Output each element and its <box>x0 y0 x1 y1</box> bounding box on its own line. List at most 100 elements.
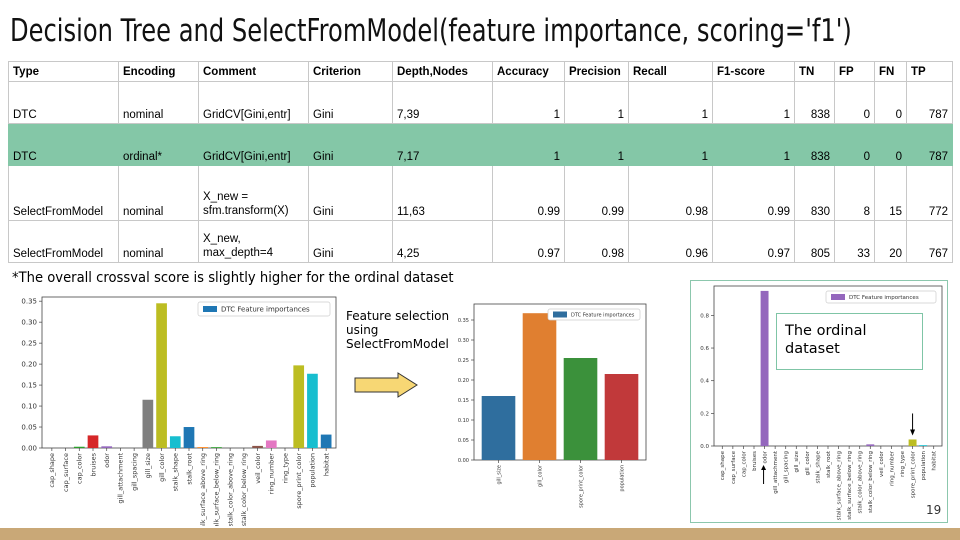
y-tick-label: 0.0 <box>700 444 709 450</box>
bar <box>307 373 318 448</box>
header-comment: Comment <box>198 61 309 82</box>
bar <box>169 436 181 448</box>
y-tick-label: 0.10 <box>458 418 469 424</box>
x-tick-label: gill_spacing <box>784 451 790 483</box>
x-tick-label: gill_attachment <box>773 450 779 494</box>
header-recall: Recall <box>628 61 713 82</box>
x-tick-label: bruises <box>89 452 97 476</box>
x-tick-label: bruises <box>752 451 758 471</box>
cell-encoding: nominal <box>118 165 199 221</box>
cell-accuracy: 0.99 <box>492 165 565 221</box>
x-tick-label: stalk_surface_below_ring <box>213 453 221 526</box>
footnote: *The overall crossval score is slightly … <box>12 270 454 286</box>
legend-swatch <box>831 294 845 300</box>
feature-importance-chart-selected: 0.00 0.05 0.10 0.15 0.20 0.25 0.30 0.35 gill_siz… <box>450 300 650 518</box>
cell-comment: GridCV[Gini,entr] <box>198 123 309 166</box>
table-row: SelectFromModel nominal X_new = sfm.tran… <box>8 165 953 221</box>
bar <box>252 445 263 448</box>
y-tick-label: 0.20 <box>21 361 37 369</box>
cell-criterion: Gini <box>308 123 393 166</box>
bar <box>293 365 305 448</box>
legend-swatch <box>203 306 217 312</box>
cell-comment: X_new, max_depth=4 <box>198 220 309 263</box>
table-row: DTC nominal GridCV[Gini,entr] Gini 7,39 … <box>8 81 953 124</box>
x-tick-label: population <box>619 465 625 492</box>
y-tick-label: 0.8 <box>700 313 709 319</box>
x-tick-label: ring_number <box>268 453 276 495</box>
x-tick-label: veil_color <box>879 450 885 477</box>
bar <box>183 427 195 448</box>
cell-type: DTC <box>8 123 119 166</box>
cell-type: DTC <box>8 81 119 124</box>
x-tick-label: odor <box>103 453 111 468</box>
y-tick-label: 0.25 <box>21 340 37 348</box>
x-tick-label: habitat <box>322 453 330 477</box>
bar <box>866 444 875 446</box>
x-tick-label: stalk_root <box>826 450 832 478</box>
cell-type: SelectFromModel <box>8 165 119 221</box>
x-tick-label: gill_color <box>158 453 166 482</box>
cell-accuracy: 1 <box>492 81 565 124</box>
header-fn: FN <box>874 61 907 82</box>
y-tick-label: 0.4 <box>700 379 709 385</box>
x-tick-label: cap_shape <box>48 453 56 488</box>
header-fp: FP <box>834 61 875 82</box>
cell-recall: 1 <box>628 81 713 124</box>
cell-f1: 1 <box>712 123 795 166</box>
cell-depth-nodes: 7,39 <box>392 81 493 124</box>
cell-encoding: nominal <box>118 220 199 263</box>
cell-recall: 0.98 <box>628 165 713 221</box>
x-tick-label: stalk_surface_above_ring <box>199 453 207 526</box>
x-tick-label: habitat <box>932 450 938 470</box>
cell-comment: X_new = sfm.transform(X) <box>198 165 309 221</box>
y-tick-label: 0.30 <box>458 338 469 344</box>
cell-recall: 0.96 <box>628 220 713 263</box>
cell-fn: 20 <box>874 220 907 263</box>
cell-tn: 838 <box>794 81 835 124</box>
bar <box>604 374 639 460</box>
x-tick-label: spore_print_color <box>910 450 916 498</box>
feature-selection-line: Feature selection <box>346 309 450 323</box>
x-tick-label: stalk_shape <box>172 453 180 491</box>
bar <box>142 399 154 448</box>
x-tick-label: stalk_shape <box>815 450 821 483</box>
x-tick-label: stalk_root <box>185 453 193 485</box>
cell-criterion: Gini <box>308 81 393 124</box>
cell-f1: 0.99 <box>712 165 795 221</box>
bar <box>265 440 277 448</box>
slide-title: Decision Tree and SelectFromModel(featur… <box>10 13 852 49</box>
bar <box>563 358 598 460</box>
cell-criterion: Gini <box>308 165 393 221</box>
annotation-arrowhead <box>761 465 767 470</box>
cell-tp: 787 <box>906 123 953 166</box>
cell-accuracy: 1 <box>492 123 565 166</box>
cell-f1: 0.97 <box>712 220 795 263</box>
legend-box <box>825 290 937 304</box>
x-tick-label: gill_color <box>537 464 543 487</box>
cell-tp: 772 <box>906 165 953 221</box>
y-tick-label: 0.2 <box>700 411 709 417</box>
cell-accuracy: 0.97 <box>492 220 565 263</box>
cell-depth-nodes: 4,25 <box>392 220 493 263</box>
results-table: Type Encoding Comment Criterion Depth,No… <box>8 61 953 263</box>
bar <box>73 446 85 448</box>
cell-fp: 0 <box>834 81 875 124</box>
legend-label: DTC Feature importances <box>849 295 919 301</box>
x-tick-label: veil_color <box>254 453 262 484</box>
x-tick-label: gill_size <box>144 453 152 478</box>
feature-selection-line: SelectFromModel <box>346 337 449 351</box>
y-tick-label: 0.35 <box>458 318 469 324</box>
right-arrow-icon <box>354 372 418 403</box>
plot-area <box>41 296 337 449</box>
y-tick-label: 0.25 <box>458 358 469 364</box>
cell-type: SelectFromModel <box>8 220 119 263</box>
bar <box>481 396 516 460</box>
cell-f1: 1 <box>712 81 795 124</box>
cell-encoding: nominal <box>118 81 199 124</box>
x-tick-label: ring_type <box>900 450 906 476</box>
y-tick-label: 0.00 <box>458 458 469 464</box>
y-tick-label: 0.15 <box>21 382 37 390</box>
cell-tp: 787 <box>906 81 953 124</box>
table-row: SelectFromModel nominal X_new, max_depth… <box>8 220 953 263</box>
x-tick-label: cap_surface <box>731 450 737 484</box>
